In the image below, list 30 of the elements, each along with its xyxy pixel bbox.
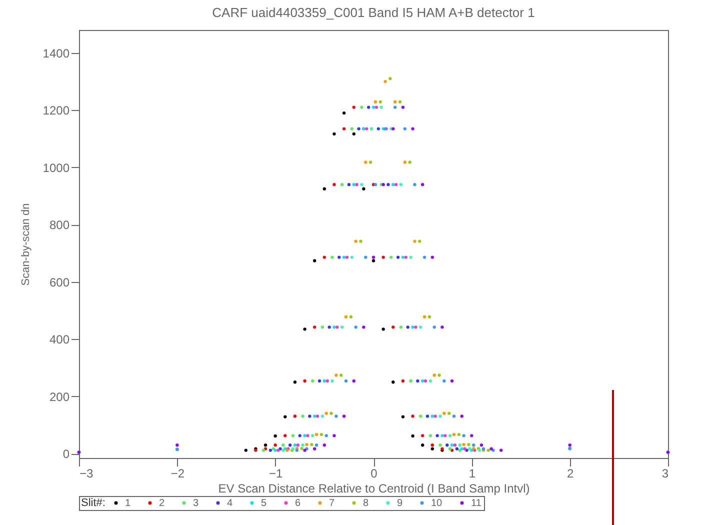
x-tick-label: 3 [662, 466, 669, 480]
x-tick-label: 1 [468, 466, 476, 480]
x-tick-label: 2 [566, 466, 574, 480]
x-tick-label: −1 [268, 466, 283, 480]
y-tick-label: 600 [49, 275, 70, 290]
y-tick-label: 1400 [42, 46, 70, 60]
legend-label: 8 [363, 498, 369, 509]
legend-label: 6 [295, 498, 301, 509]
y-tick-label: 1000 [42, 160, 70, 175]
x-tick-label: −3 [80, 466, 94, 480]
x-tick-label: −2 [170, 466, 185, 480]
legend-label: 3 [193, 498, 199, 509]
legend-label: 7 [329, 498, 335, 509]
chart-title: CARF uaid4403359_C001 Band I5 HAM A+B detector 1 [212, 5, 535, 20]
legend-label: 4 [227, 498, 233, 509]
legend-label: 11 [471, 498, 482, 509]
legend-label: 10 [431, 498, 443, 509]
legend-title: Slit#: [81, 497, 106, 509]
x-axis-title: EV Scan Distance Relative to Centroid (I Band Samp Intvl) [218, 482, 530, 496]
legend-label: 1 [125, 498, 131, 509]
y-tick-label: 200 [49, 390, 70, 404]
y-tick-label: 400 [49, 332, 70, 347]
legend-label: 5 [261, 498, 267, 509]
y-axis-title: Scan-by-scan dn [20, 203, 32, 286]
legend-label: 2 [159, 498, 165, 509]
x-tick-label: 0 [370, 466, 378, 480]
y-tick-label: 1200 [42, 104, 70, 118]
y-tick-label: 800 [49, 218, 70, 232]
legend-label: 9 [397, 498, 403, 509]
y-tick-label: 0 [62, 447, 70, 462]
